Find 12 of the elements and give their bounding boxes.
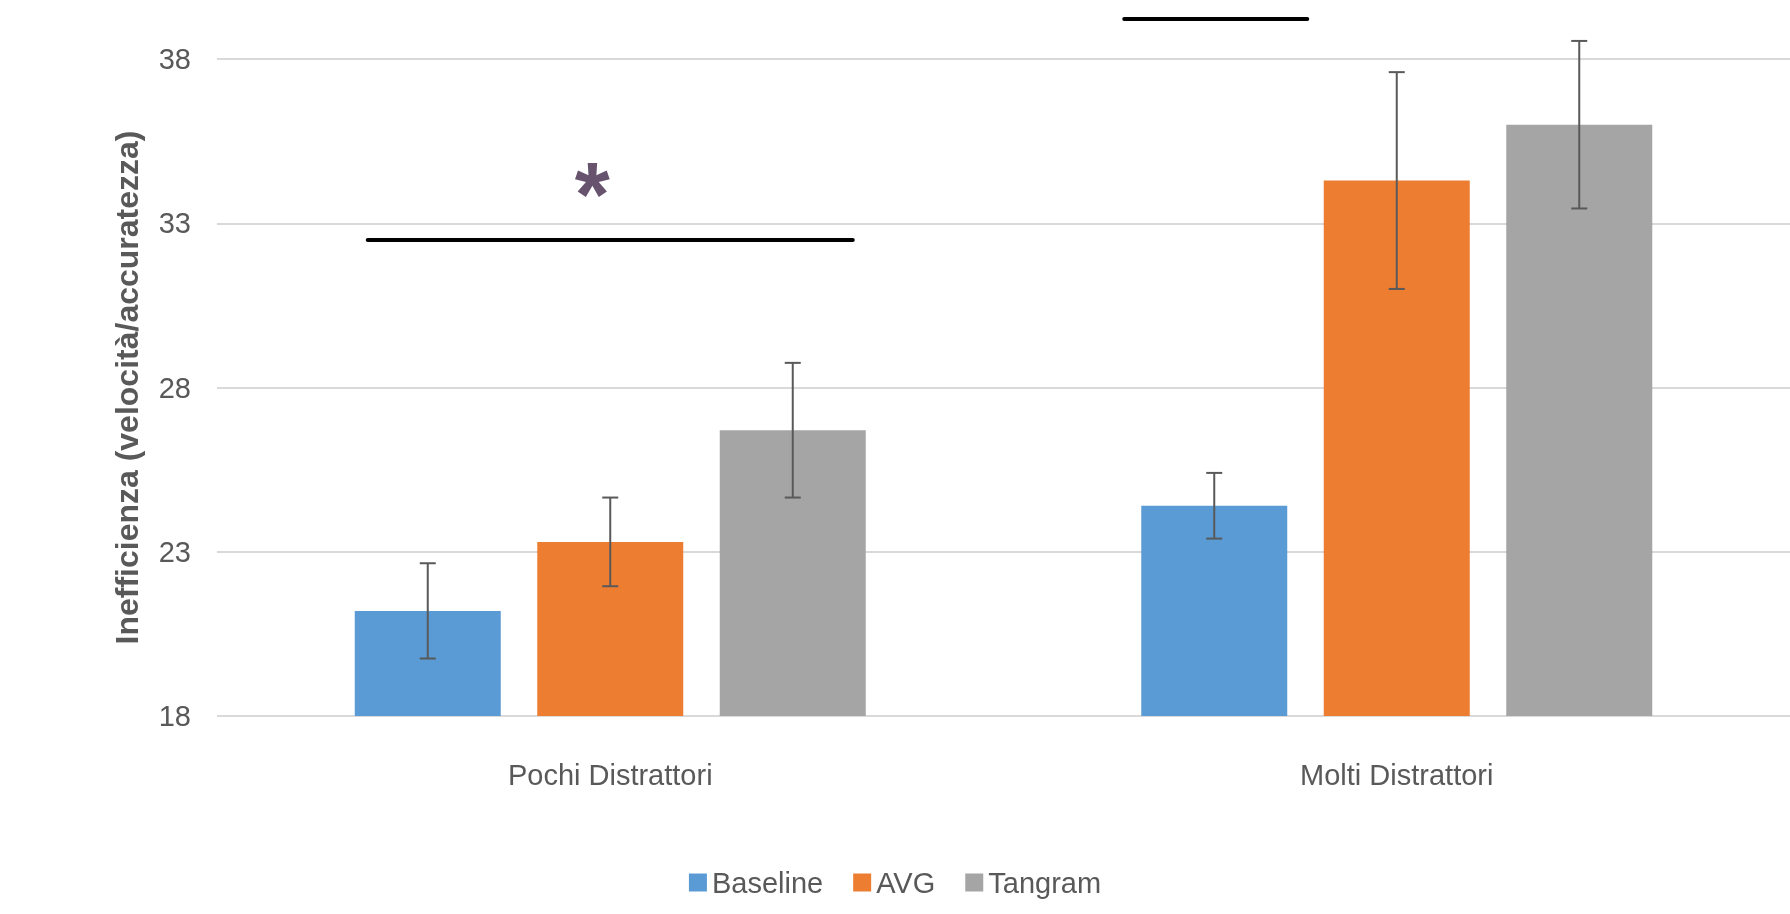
y-tick-label: 23	[158, 535, 191, 568]
y-axis-title: Inefficienza (velocità/accuratezza)	[109, 130, 145, 645]
x-tick-label: Molti Distrattori	[1300, 758, 1494, 791]
y-tick-label: 18	[158, 700, 191, 732]
x-tick-label: Pochi Distrattori	[507, 758, 713, 791]
annotation: *	[574, 145, 610, 245]
y-tick-label: 38	[158, 43, 191, 75]
legend-label: AVG	[876, 866, 936, 899]
legend-label: Tangram	[988, 866, 1102, 899]
legend-label: Baseline	[711, 866, 824, 899]
y-tick-label: 33	[158, 207, 191, 240]
y-tick-label: 28	[158, 371, 191, 404]
